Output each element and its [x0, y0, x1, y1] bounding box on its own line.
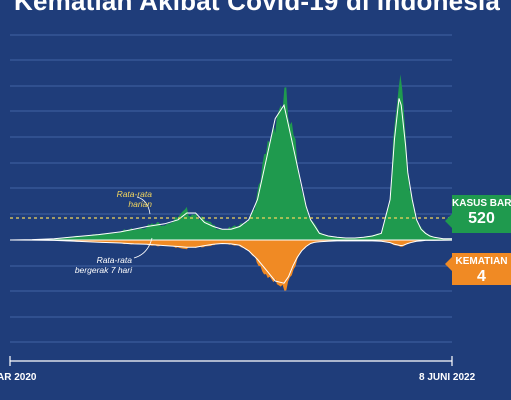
daily-average-pointer: [136, 196, 151, 215]
moving-average-annotation-line-1: Rata-rata: [96, 255, 132, 265]
cases-badge-label: KASUS BARU: [452, 198, 511, 209]
gridlines: [10, 34, 452, 343]
daily-average-annotation: Rata-rata harian: [70, 189, 152, 209]
deaths-badge: KEMATIAN 4: [445, 253, 511, 285]
chart-title: Kematian Akibat Covid-19 di Indonesia: [14, 0, 501, 16]
cases-area: [10, 74, 452, 241]
daily-average-annotation-line-2: harian: [128, 199, 152, 209]
moving-average-annotation-line-2: bergerak 7 hari: [74, 265, 132, 275]
x-label-start: AR 2020: [0, 372, 37, 383]
moving-average-pointer: [133, 237, 153, 259]
moving-average-annotation: Rata-rata bergerak 7 hari: [40, 255, 132, 275]
deaths-badge-label: KEMATIAN: [455, 256, 508, 267]
cases-badge: KASUS BARU 520: [445, 195, 511, 233]
deaths-moving-average-line: [9, 239, 453, 284]
deaths-badge-value: 4: [477, 268, 486, 285]
daily-average-annotation-line-1: Rata-rata: [116, 189, 152, 199]
cases-badge-value: 520: [468, 210, 495, 227]
x-label-end: 8 JUNI 2022: [419, 372, 476, 383]
cases-moving-average-line: [9, 98, 452, 241]
